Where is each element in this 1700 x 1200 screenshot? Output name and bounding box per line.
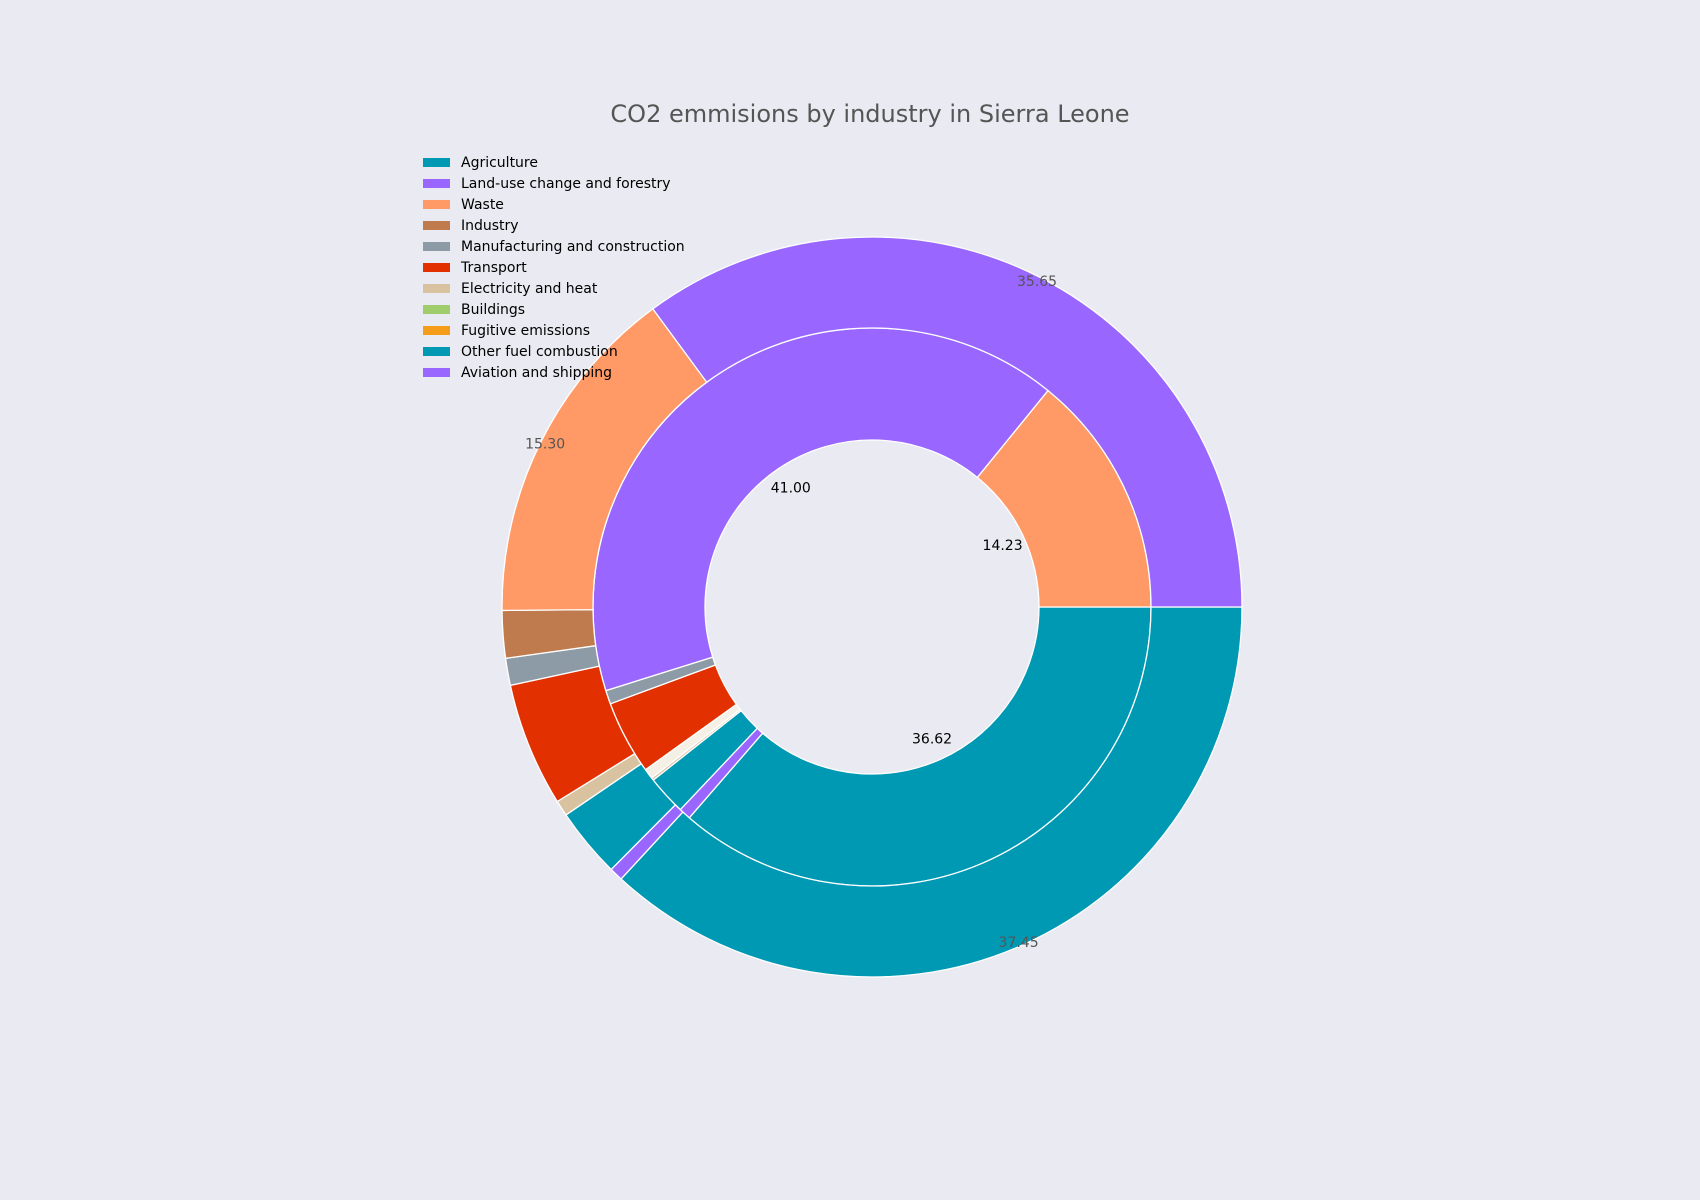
outer-ring-value-label: 35.65: [1017, 274, 1057, 290]
legend-swatch: [423, 179, 450, 188]
legend-label: Waste: [461, 197, 504, 213]
outer-ring-wedge: [501, 608, 597, 660]
legend-label: Other fuel combustion: [461, 344, 618, 360]
legend-swatch: [423, 305, 450, 314]
legend-swatch: [423, 158, 450, 167]
outer-ring-value-label: 15.30: [525, 437, 565, 453]
inner-ring-value-label: 41.00: [771, 480, 811, 496]
outer-ring-wedge: [556, 752, 643, 816]
legend-label: Transport: [460, 260, 527, 276]
legend-label: Manufacturing and construction: [461, 239, 685, 255]
outer-ring-wedge: [565, 762, 677, 871]
outer-ring-wedge: [501, 307, 708, 612]
inner-ring-value-label: 14.23: [983, 538, 1023, 554]
legend-label: Buildings: [461, 302, 525, 318]
inner-ring-value-label: 36.62: [912, 732, 952, 748]
legend-swatch: [423, 326, 450, 335]
legend-label: Fugitive emissions: [461, 323, 590, 339]
legend-label: Agriculture: [461, 155, 538, 171]
legend-swatch: [423, 242, 450, 251]
legend-label: Land-use change and forestry: [461, 176, 671, 192]
legend-label: Aviation and shipping: [461, 365, 612, 381]
legend-swatch: [423, 200, 450, 209]
inner-ring: 36.62 41.00 14.23: [592, 327, 1152, 887]
outer-ring-value-label: 37.45: [999, 935, 1039, 951]
outer-ring-wedge: [651, 236, 1243, 608]
legend-swatch: [423, 368, 450, 377]
outer-ring-wedge: [509, 665, 636, 803]
chart-title: CO2 emmisions by industry in Sierra Leon…: [610, 100, 1129, 128]
legend: Agriculture Land-use change and forestry W…: [423, 155, 685, 381]
outer-ring: 37.45 15.30 35.65: [501, 236, 1243, 978]
legend-swatch: [423, 284, 450, 293]
legend-swatch: [423, 263, 450, 272]
legend-label: Industry: [461, 218, 519, 234]
legend-swatch: [423, 221, 450, 230]
legend-swatch: [423, 347, 450, 356]
outer-ring-wedge: [620, 606, 1243, 978]
outer-ring-wedge: [610, 803, 684, 880]
legend-label: Electricity and heat: [461, 281, 598, 297]
